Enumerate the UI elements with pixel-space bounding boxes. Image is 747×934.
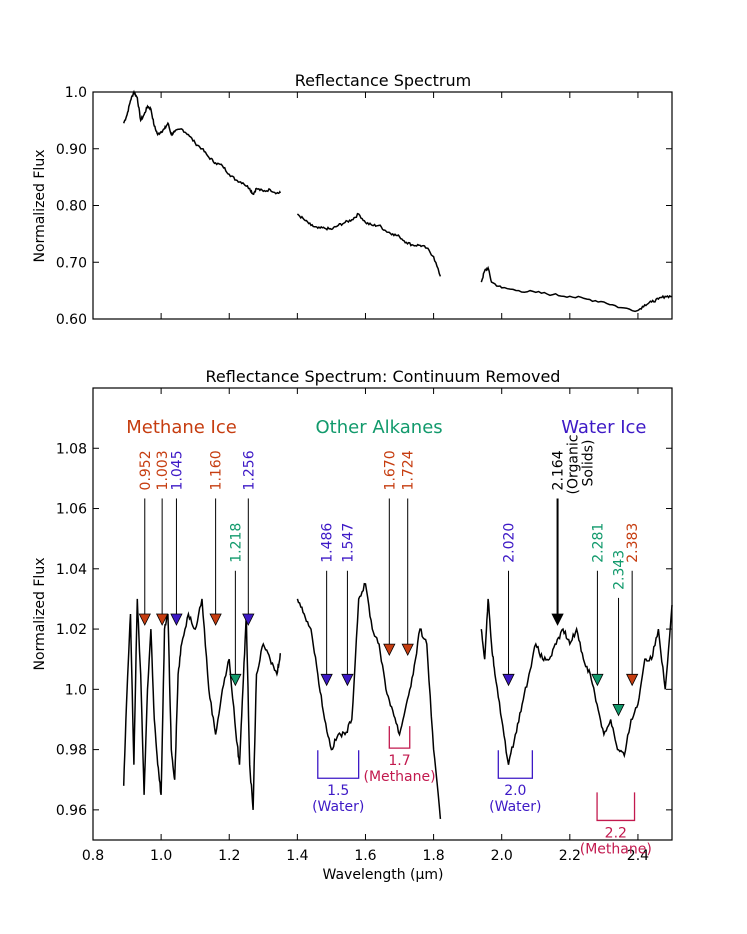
marker-triangle	[155, 613, 169, 626]
marker-label: 2.020	[502, 523, 518, 563]
marker-triangle	[591, 673, 604, 687]
y-tick-label: 0.60	[56, 312, 87, 328]
x-tick-label: 0.8	[82, 848, 104, 864]
marker-triangle	[209, 613, 222, 626]
spectrum-line	[122, 89, 281, 196]
marker-triangle	[229, 673, 242, 687]
marker-label: 1.724	[401, 450, 417, 490]
marker-triangle	[138, 613, 151, 626]
marker-triangle	[242, 613, 255, 626]
spectrum-line	[296, 212, 442, 277]
spectrum-line	[480, 265, 673, 313]
bottom-x-axis-label: Wavelength (μm)	[323, 867, 444, 883]
bottom-plot-frame	[92, 387, 673, 841]
bottom-ticks: 0.96 0.98 1.0 1.02 1.04 1.06 1.08 0.8 1.0 1.2 1.4 1…	[56, 388, 672, 864]
bottom-chart-title: Reflectance Spectrum: Continuum Removed	[206, 367, 561, 386]
y-tick-label: 1.0	[65, 85, 87, 101]
reflectance-panel: Reflectance Spectrum Normalized Flux 0.6…	[32, 71, 673, 328]
band-label: 2.0	[504, 783, 526, 799]
bottom-series	[122, 582, 673, 819]
marker-triangle	[383, 643, 396, 657]
band-label: 1.7	[388, 753, 410, 769]
spectrum-line	[480, 598, 673, 765]
y-tick-label: 1.02	[56, 622, 87, 638]
band-label: (Methane)	[580, 841, 652, 857]
marker-triangle	[612, 704, 625, 717]
marker-label: 2.383	[625, 523, 641, 563]
marker-triangle	[341, 673, 354, 687]
marker-label: 2.164	[551, 450, 567, 490]
marker-label: 1.045	[169, 450, 185, 490]
band-bracket	[497, 750, 534, 779]
marker-label: 1.003	[155, 450, 171, 490]
x-tick-label: 2.4	[627, 848, 649, 864]
x-tick-label: 2.0	[491, 848, 513, 864]
x-tick-label: 1.2	[218, 848, 240, 864]
x-tick-label: 1.4	[286, 848, 308, 864]
y-tick-label: 0.70	[56, 255, 87, 271]
marker-label: 2.281	[590, 523, 606, 563]
marker-label: 1.160	[209, 450, 225, 490]
y-tick-label: 0.90	[56, 142, 87, 158]
y-tick-label: 1.0	[65, 682, 87, 698]
y-tick-label: 0.80	[56, 199, 87, 215]
group-label: Water Ice	[561, 417, 646, 438]
band-bracket	[596, 792, 636, 822]
y-tick-label: 1.08	[56, 441, 87, 457]
organic-note-label: (Organic	[566, 435, 582, 495]
organic-note-label: Solids)	[581, 440, 597, 487]
y-tick-label: 1.04	[56, 562, 87, 578]
top-y-axis-label: Normalized Flux	[32, 150, 48, 263]
marker-label: 0.952	[138, 450, 154, 490]
top-ticks: 0.60 0.70 0.80 0.90 1.0	[56, 85, 672, 328]
group-label: Methane Ice	[126, 417, 237, 438]
band-label: (Water)	[312, 799, 364, 815]
x-tick-label: 1.8	[422, 848, 444, 864]
group-label: Other Alkanes	[316, 417, 443, 438]
marker-label: 2.343	[612, 550, 628, 590]
bottom-y-axis-label: Normalized Flux	[32, 558, 48, 671]
marker-label: 1.670	[382, 450, 398, 490]
x-tick-label: 1.6	[354, 848, 376, 864]
marker-triangle	[170, 613, 183, 626]
spectrum-line	[122, 598, 282, 810]
spectrum-line	[296, 582, 442, 819]
band-label: 2.2	[605, 825, 627, 841]
top-series	[122, 89, 673, 313]
top-plot-frame	[92, 91, 673, 320]
continuum-removed-panel: Reflectance Spectrum: Continuum Removed …	[32, 367, 673, 883]
marker-triangle	[320, 673, 333, 687]
y-tick-label: 0.98	[56, 743, 87, 759]
marker-label: 1.218	[228, 523, 244, 563]
x-tick-label: 2.2	[559, 848, 581, 864]
marker-triangle	[626, 673, 639, 687]
marker-triangle	[401, 643, 414, 657]
marker-label: 1.547	[340, 523, 356, 563]
y-tick-label: 0.96	[56, 803, 87, 819]
marker-triangle	[551, 613, 564, 626]
band-label: 1.5	[327, 783, 349, 799]
top-chart-title: Reflectance Spectrum	[295, 71, 471, 90]
marker-triangle	[502, 673, 515, 687]
band-bracket	[317, 750, 360, 779]
marker-label: 1.256	[241, 450, 257, 490]
band-label: (Water)	[489, 799, 541, 815]
marker-label: 1.486	[320, 523, 336, 563]
y-tick-label: 1.06	[56, 502, 87, 518]
band-bracket	[388, 726, 411, 749]
band-label: (Methane)	[364, 769, 436, 785]
x-tick-label: 1.0	[150, 848, 172, 864]
